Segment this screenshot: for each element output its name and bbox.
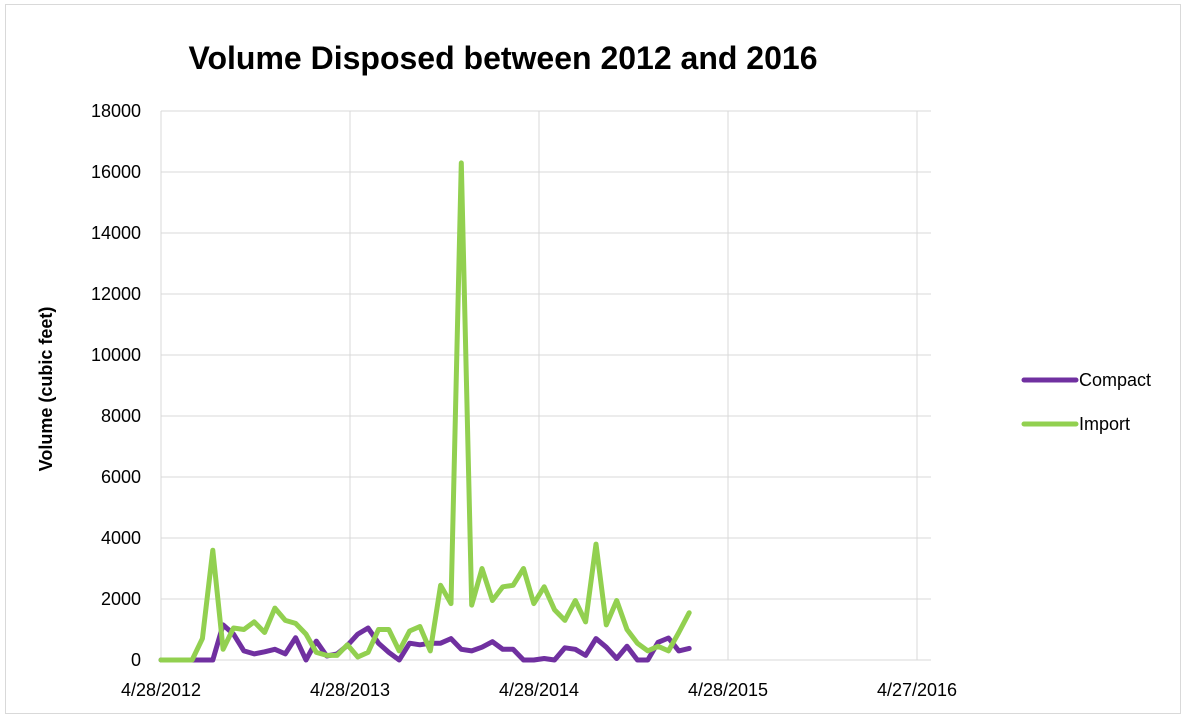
x-tick-label: 4/28/2014 [499, 680, 579, 700]
x-tick-label: 4/28/2012 [121, 680, 201, 700]
y-tick-label: 12000 [91, 284, 141, 304]
legend-entry-import: Import [1079, 414, 1130, 434]
y-tick-label: 6000 [101, 467, 141, 487]
x-tick-label: 4/28/2013 [310, 680, 390, 700]
y-tick-label: 0 [131, 650, 141, 670]
y-tick-labels: 0 2000 4000 6000 8000 10000 12000 14000 16000 180… [91, 101, 141, 670]
y-tick-label: 2000 [101, 589, 141, 609]
y-tick-label: 16000 [91, 162, 141, 182]
series-line-import [158, 160, 692, 663]
y-tick-label: 4000 [101, 528, 141, 548]
legend-entry-compact: Compact [1079, 370, 1151, 390]
series-lines [158, 160, 692, 663]
chart-title: Volume Disposed between 2012 and 2016 [189, 40, 818, 76]
y-axis-label: Volume (cubic feet) [36, 307, 56, 472]
x-tick-label: 4/27/2016 [877, 680, 957, 700]
x-tick-label: 4/28/2015 [688, 680, 768, 700]
chart-frame: Volume Disposed between 2012 and 2016 Vo… [5, 4, 1181, 714]
y-tick-label: 10000 [91, 345, 141, 365]
y-tick-label: 8000 [101, 406, 141, 426]
y-tick-label: 18000 [91, 101, 141, 121]
gridlines [160, 110, 931, 661]
line-chart: Volume Disposed between 2012 and 2016 Vo… [36, 40, 1151, 700]
x-tick-labels: 4/28/2012 4/28/2013 4/28/2014 4/28/2015 4/27… [121, 680, 957, 700]
legend: Compact Import [1021, 370, 1151, 434]
y-tick-label: 14000 [91, 223, 141, 243]
